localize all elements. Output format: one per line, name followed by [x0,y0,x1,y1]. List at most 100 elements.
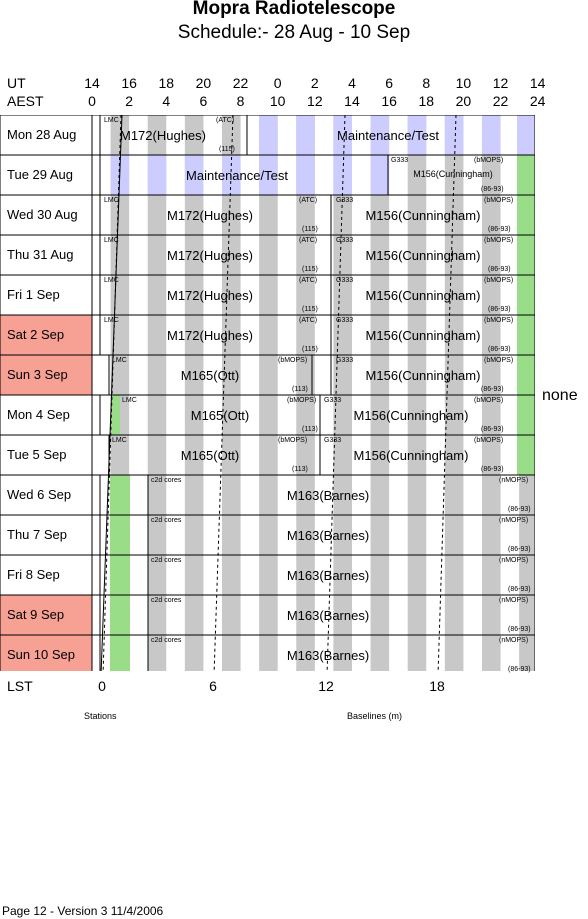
ut-tick: 10 [455,75,472,91]
aest-tick: 22 [492,93,509,109]
aest-label: AEST [7,93,44,109]
green-band [110,595,130,635]
c2d-tag: c2d cores [151,517,182,524]
ut-tick: 2 [310,75,319,91]
aest-tick: 8 [236,93,245,109]
b115-tag: (115) [302,306,318,313]
green-band [517,235,535,275]
project-m163: M163(Barnes) [286,528,370,543]
ut-tick: 16 [121,75,137,91]
blue-band [481,115,501,155]
aest-tick: 14 [344,93,360,109]
blue-band [184,155,204,195]
weekend-cell [0,635,92,671]
atc-tag: (ATC) [299,277,318,284]
aest-tick: 20 [455,93,472,109]
lst-tick: 0 [98,678,106,694]
day-label: Fri 1 Sep [7,287,60,302]
project-m156: M156(Cunningham) [353,448,469,463]
grey-band [296,115,315,671]
b8693-tag: (86-93) [488,346,511,353]
green-band [110,515,130,555]
day-label: Tue 29 Aug [7,167,74,182]
lmc-tag: LMC [104,277,119,284]
green-band [517,275,535,315]
b113-tag: (113) [292,466,308,473]
grey-band [444,115,464,671]
project-m165: M165(Ott) [180,448,240,463]
day-label: Wed 30 Aug [7,207,78,222]
b115-tag: (115) [302,266,318,273]
lmc-tag: LMC [104,317,119,324]
project-m163: M163(Barnes) [286,568,370,583]
aest-tick: 4 [162,93,171,109]
day-label: Sat 9 Sep [7,607,65,622]
schedule-grid [0,115,535,671]
nmops-tag: (nMOPS) [499,517,529,524]
side-note: none [542,387,578,404]
g333-tag: G333 [336,357,354,364]
aest-tick: 16 [381,93,397,109]
atc-tag: (ATC) [299,317,318,324]
b8693-tag: (86-93) [508,546,531,553]
lst-tick: 12 [318,678,334,694]
blue-band [370,155,390,195]
blue-band [259,115,278,155]
grey-band [481,115,501,671]
b8693-tag: (86-93) [488,226,511,233]
b8693-tag: (86-93) [508,666,531,673]
stations-legend: Stations [84,711,117,721]
lmc-tag: LMC [104,237,119,244]
ut-tick: 20 [195,75,212,91]
bmops-tag: (bMOPS) [484,237,514,244]
project-m156: M156(Cunningham) [413,169,493,179]
day-label: Wed 6 Sep [7,487,72,502]
ut-tick: 22 [232,75,249,91]
aest-tick: 10 [269,93,286,109]
ut-tick: 8 [422,75,431,91]
atc-tag: (ATC) [299,197,318,204]
nmops-tag: (nMOPS) [499,477,529,484]
ut-label: UT [7,75,26,91]
day-label: Thu 7 Sep [7,527,67,542]
project-m156: M156(Cunningham) [365,248,481,263]
b8693-tag: (86-93) [481,426,504,433]
bmops-tag: (bMOPS) [287,397,317,404]
nmops-tag: (nMOPS) [499,637,529,644]
project-m172: M172(Hughes) [167,208,253,223]
c2d-tag: c2d cores [151,637,182,644]
green-band [110,555,130,595]
day-label: Fri 8 Sep [7,567,60,582]
blue-band [296,115,315,155]
b113-tag: (113) [292,386,308,393]
ut-tick: 12 [492,75,509,91]
footer: Page 12 - Version 3 11/4/2006 [2,904,164,918]
c2d-tag: c2d cores [151,557,182,564]
bmops-tag: (bMOPS) [484,317,514,324]
project-maintenance: Maintenance/Test [186,168,288,183]
bmops-tag: (bMOPS) [474,397,504,404]
green-band [517,195,535,235]
day-label: Thu 31 Aug [7,247,74,262]
b115-tag: (115) [302,226,318,233]
g333-tag: G333 [336,237,354,244]
project-m165: M165(Ott) [180,368,240,383]
g333-tag: G333 [324,397,342,404]
project-m172: M172(Hughes) [167,328,253,343]
ut-tick: 18 [158,75,175,91]
c2d-tag: c2d cores [151,597,182,604]
green-band [110,635,130,671]
projects-layer: LMC M172(Hughes) (ATC) (115) Maintenance… [0,115,535,673]
bmops-tag: (bMOPS) [474,157,504,164]
project-m172: M172(Hughes) [167,288,253,303]
day-label: Mon 28 Aug [7,127,77,142]
green-band [111,395,120,435]
grey-band [259,115,278,671]
lmc-tag: LMC [104,117,119,124]
aest-tick: 2 [125,93,134,109]
lmc-line [100,115,123,671]
weekend-cell [0,315,92,355]
g333-tag: G333 [324,437,342,444]
project-m156: M156(Cunningham) [365,368,481,383]
aest-tick: 0 [88,93,96,109]
